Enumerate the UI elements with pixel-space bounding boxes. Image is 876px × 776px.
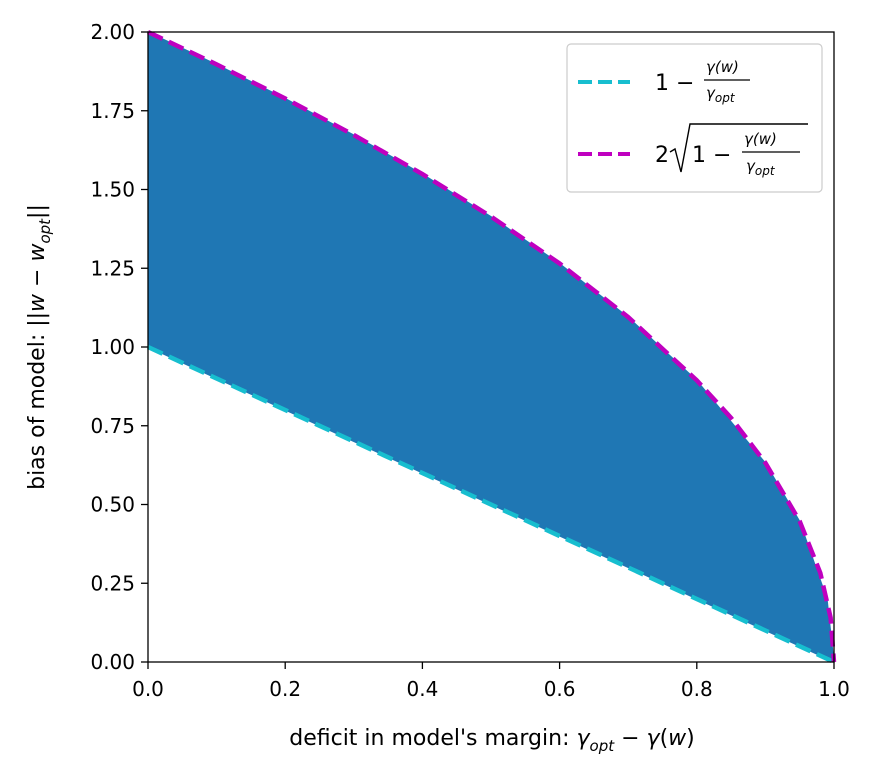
y-axis-label: bias of model: ||w − wopt|| <box>25 204 54 490</box>
y-tick-label: 0.25 <box>90 571 135 595</box>
bound-lines <box>147 29 837 665</box>
y-tick-label: 1.25 <box>90 256 135 280</box>
y-axis-label-prefix: bias of model: <box>25 327 50 490</box>
x-tick-label: 0.2 <box>269 677 301 701</box>
y-tick-label: 1.75 <box>90 99 135 123</box>
legend: 1 − γ(w) γopt 2 1 − γ(w) γopt <box>566 43 823 193</box>
legend-box <box>566 43 823 193</box>
x-tick-label: 0.4 <box>406 677 438 701</box>
y-tick-label: 1.00 <box>90 335 135 359</box>
x-ticks: 0.0 0.2 0.4 0.6 0.8 1.0 <box>132 662 850 701</box>
y-tick-label: 2.00 <box>90 20 135 44</box>
x-tick-label: 0.0 <box>132 677 164 701</box>
svg-text:1 −: 1 − <box>692 143 731 168</box>
y-tick-label: 1.50 <box>90 178 135 202</box>
svg-text:γ(w): γ(w) <box>706 58 739 76</box>
linear-bound-line <box>147 344 835 665</box>
x-axis-label-prefix: deficit in model's margin: <box>289 726 576 751</box>
y-tick-label: 0.50 <box>90 493 135 517</box>
legend-label-linear: 1 − γ(w) γopt <box>655 58 750 105</box>
x-tick-label: 0.8 <box>681 677 713 701</box>
svg-text:1 −: 1 − <box>655 71 694 96</box>
y-tick-label: 0.00 <box>90 650 135 674</box>
sqrt-bound-line <box>147 29 837 663</box>
y-ticks: 0.00 0.25 0.50 0.75 1.00 1.25 1.50 1.75 2.00 <box>90 20 148 674</box>
x-axis-label: deficit in model's margin: γopt − γ(w) <box>289 726 695 755</box>
svg-text:2: 2 <box>655 143 669 168</box>
x-tick-label: 1.0 <box>818 677 850 701</box>
x-tick-label: 0.6 <box>544 677 576 701</box>
y-tick-label: 0.75 <box>90 414 135 438</box>
svg-text:γ(w): γ(w) <box>744 130 777 148</box>
